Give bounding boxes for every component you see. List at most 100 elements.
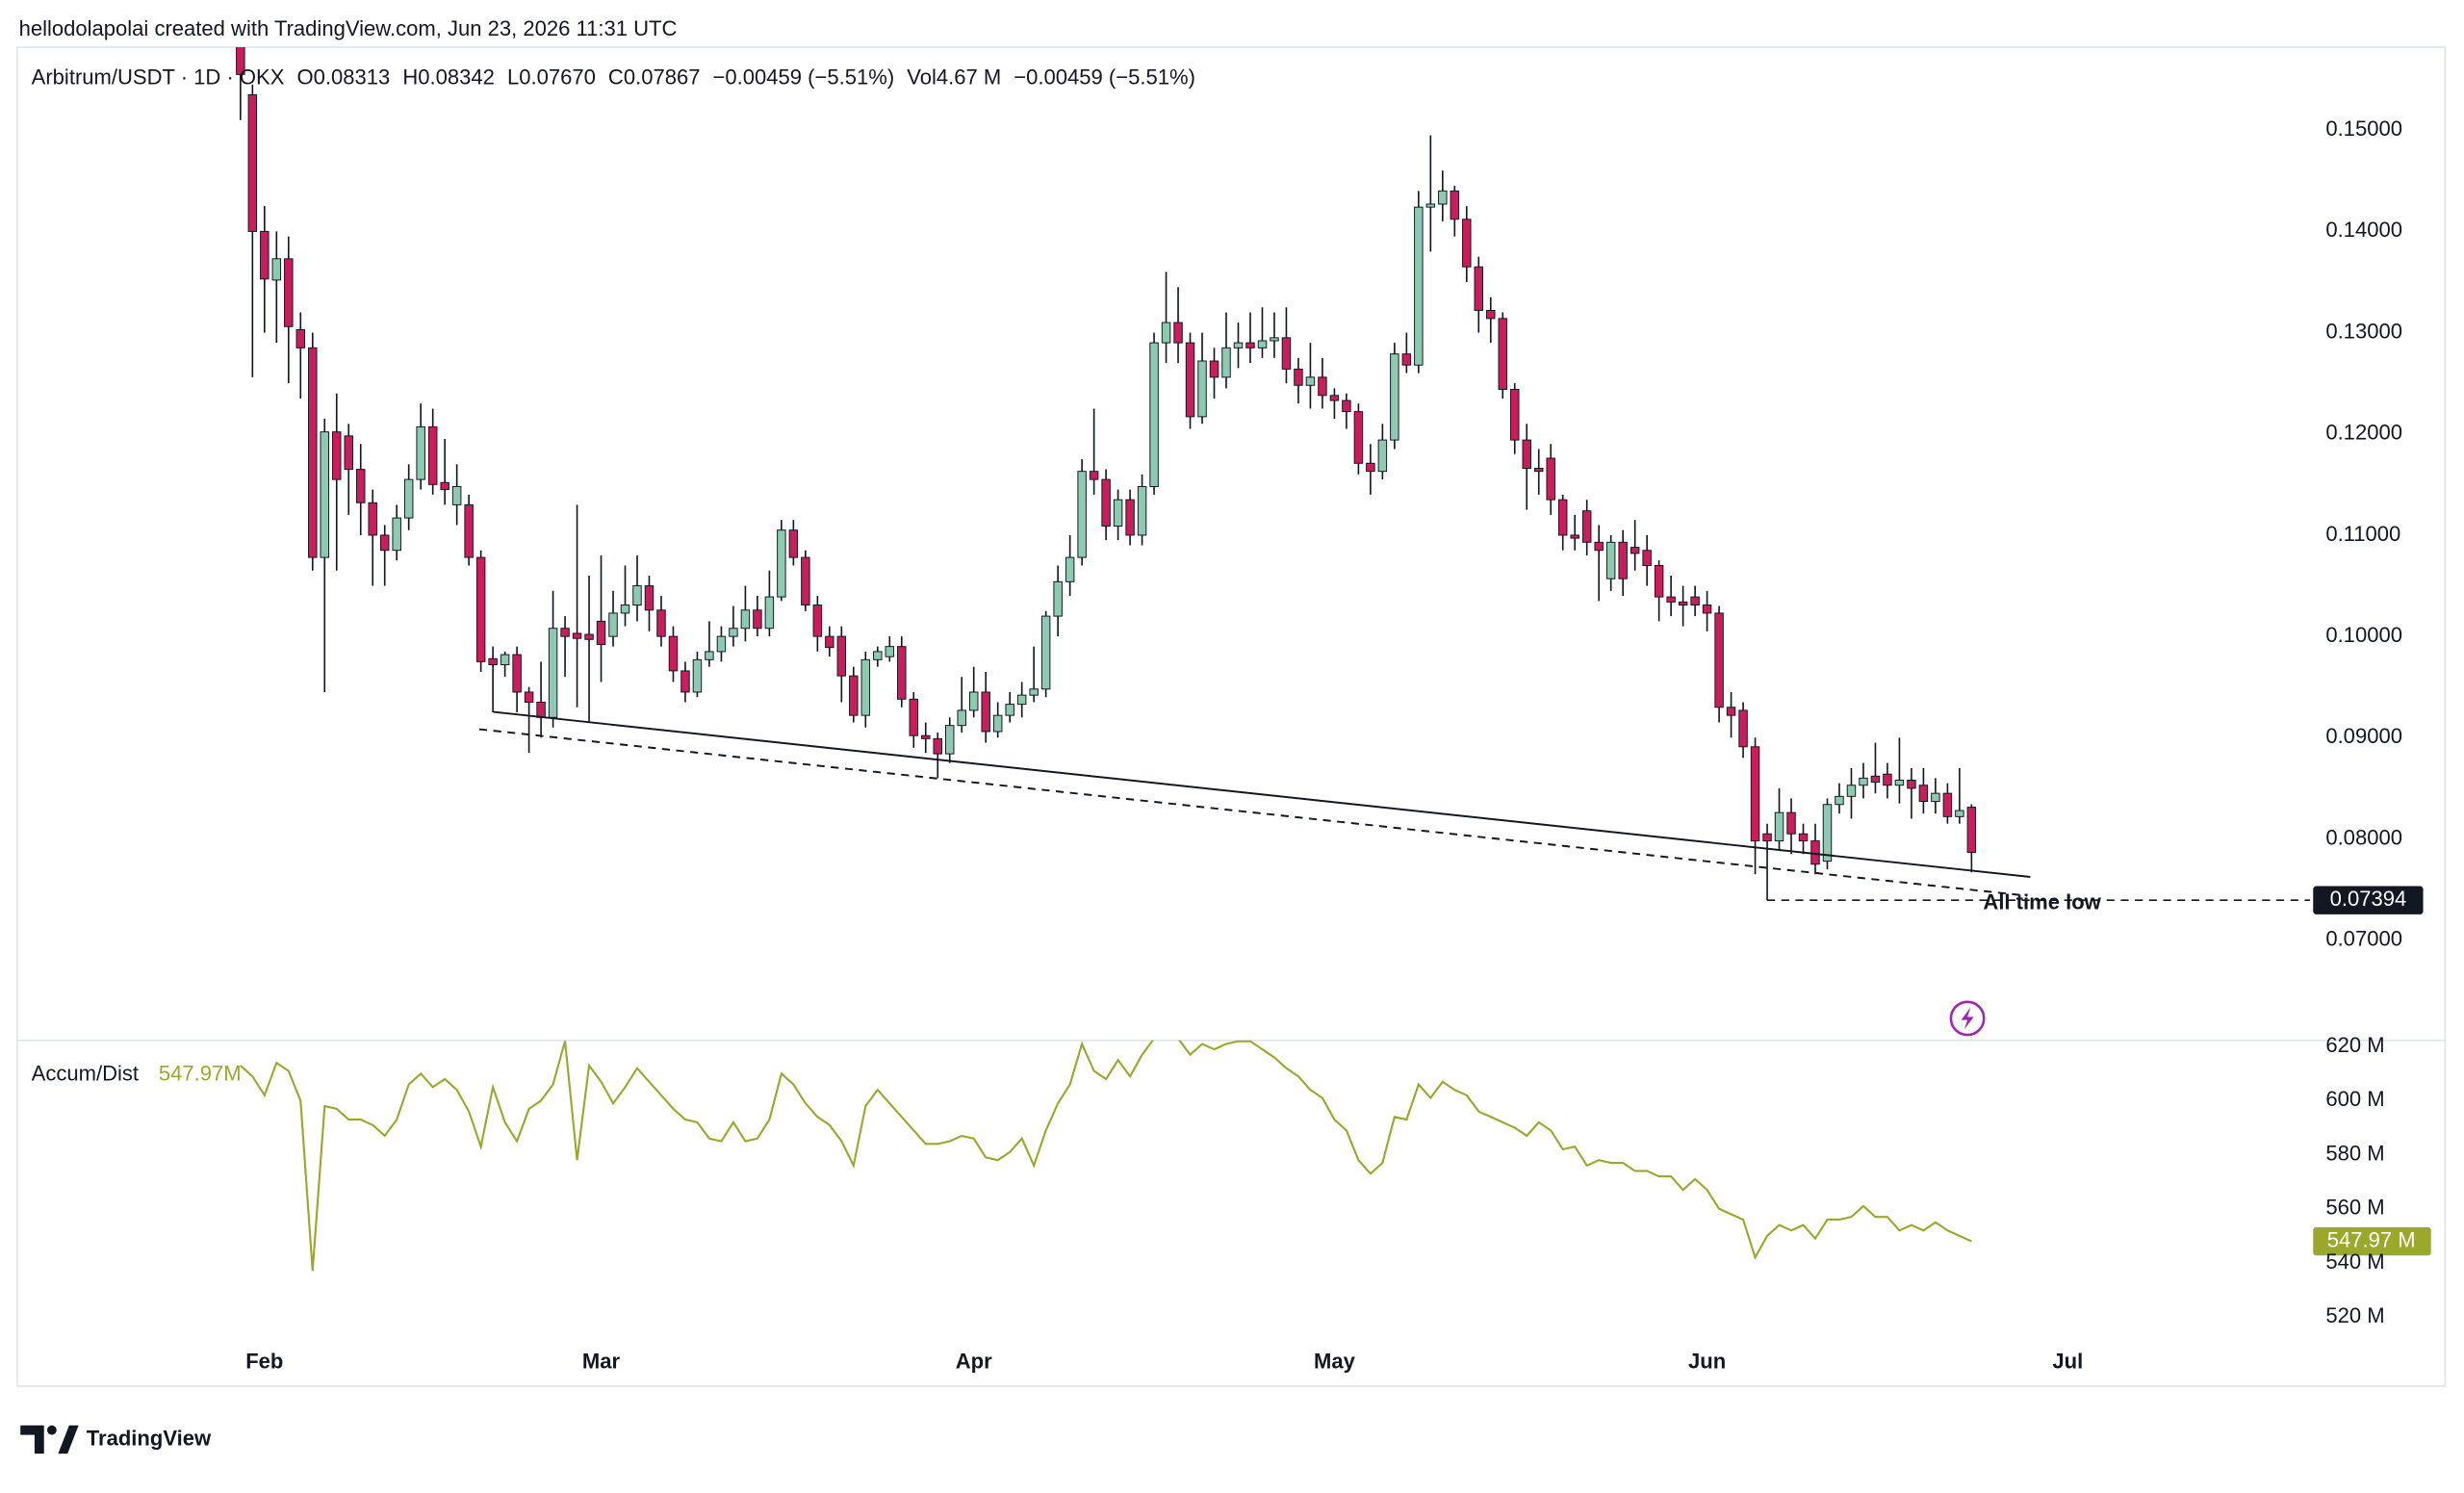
candle-body: [1894, 779, 1905, 786]
candle-body: [1462, 219, 1472, 268]
candle-body: [1377, 439, 1388, 473]
candle-body: [1353, 411, 1364, 464]
candle-body: [1209, 360, 1219, 378]
candle-body: [295, 328, 306, 348]
candle-body: [308, 347, 318, 558]
candle-body: [1161, 322, 1171, 344]
legend-item: C0.07867: [608, 64, 701, 89]
candle-body: [764, 596, 775, 630]
y-tick-label: 0.08000: [2325, 825, 2402, 849]
candle-body: [344, 435, 353, 471]
candle-body: [1702, 605, 1712, 614]
overlay: All time low 0.07394 547.97 M: [1767, 886, 2431, 1256]
candle-body: [668, 635, 679, 672]
y-tick-label: 0.10000: [2325, 623, 2402, 647]
y2-last-badge: [2313, 1226, 2431, 1256]
candle-body: [1221, 347, 1231, 378]
symbol-legend: Arbitrum/USDT · 1D · OKX O0.08313 H0.08342…: [32, 64, 1195, 89]
y2-tick-label: 620 M: [2325, 1033, 2384, 1057]
candle-body: [488, 657, 498, 666]
indicator-pane: [240, 1040, 1972, 1272]
atl-badge-label: 0.07394: [2330, 887, 2407, 911]
candle-body: [1594, 541, 1604, 552]
x-tick-label: Feb: [245, 1349, 283, 1373]
candle-body: [368, 502, 377, 536]
candle-body: [1955, 810, 1964, 817]
candle-body: [656, 609, 666, 637]
candle-body: [1294, 368, 1303, 386]
candle-body: [475, 556, 486, 662]
candle-body: [836, 635, 847, 677]
candle-body: [1605, 541, 1616, 579]
candle-body: [921, 734, 931, 739]
candle-body: [933, 737, 942, 755]
candle-body: [1474, 266, 1484, 311]
candle-body: [260, 230, 270, 280]
candle-body: [1738, 709, 1748, 748]
indicator-name: Accum/Dist: [32, 1062, 139, 1086]
candle-body: [1329, 395, 1340, 401]
indicator-line: [240, 1040, 1972, 1272]
candle-body: [1342, 399, 1351, 413]
candle-body: [427, 425, 438, 485]
candle-body: [981, 691, 990, 733]
candle-body: [1318, 376, 1327, 397]
candle-body: [1654, 565, 1664, 598]
candle-body: [897, 646, 907, 700]
candle-body: [1546, 457, 1555, 501]
indicator-value: 547.97M: [159, 1062, 242, 1086]
candle-body: [596, 620, 606, 646]
y-tick-label: 0.07000: [2325, 927, 2402, 951]
y-tick-label: 0.15000: [2325, 116, 2402, 141]
candle-body: [945, 725, 955, 755]
x-tick-label: May: [1314, 1349, 1356, 1373]
candle-body: [1822, 804, 1833, 862]
candle-body: [1401, 353, 1412, 366]
x-tick-label: Jun: [1688, 1349, 1726, 1373]
candle-body: [1678, 601, 1688, 606]
candle-body: [885, 646, 895, 657]
candle-body: [379, 534, 390, 552]
logo: [20, 1425, 79, 1454]
candle-body: [464, 503, 474, 558]
candle-body: [1305, 376, 1316, 386]
y2-last-label: 547.97 M: [2327, 1227, 2416, 1251]
candle-body: [1089, 471, 1099, 480]
candle-body: [788, 529, 799, 558]
candle-body: [1557, 499, 1568, 536]
candle-body: [1065, 556, 1075, 582]
candle-body: [1270, 337, 1279, 342]
candle-body: [740, 609, 751, 630]
candle-body: [968, 691, 979, 711]
legend-item: Vol4.67 M: [907, 64, 1001, 89]
candle-body: [548, 628, 558, 718]
candle-body: [1581, 510, 1592, 543]
logo-text: TradingView: [87, 1426, 212, 1450]
x-tick-label: Jul: [2052, 1349, 2083, 1373]
candle-body: [284, 258, 294, 327]
candle-body: [1810, 840, 1820, 865]
candle-body: [1690, 596, 1700, 606]
candle-body: [1101, 478, 1111, 527]
candle-body: [1534, 468, 1544, 473]
candle-body: [1714, 612, 1724, 708]
candle-body: [1570, 534, 1579, 539]
candle-body: [1233, 342, 1244, 348]
candle-body: [849, 675, 859, 716]
candle-body: [247, 93, 258, 232]
candle-body: [1125, 499, 1135, 536]
candle-body: [1774, 811, 1784, 842]
legend-item: O0.08313: [297, 64, 391, 89]
candle-body: [332, 431, 342, 480]
candle-body: [801, 556, 810, 606]
candle-body: [1798, 833, 1809, 842]
y-tick-label: 0.13000: [2325, 319, 2402, 343]
lightning-icon: [1949, 1000, 1986, 1037]
candle-body: [644, 585, 654, 611]
candle-body: [356, 469, 366, 503]
candle-body: [692, 658, 703, 693]
y-tick-label: 0.11000: [2325, 522, 2400, 546]
candle-body: [572, 632, 582, 639]
candle-body: [1149, 342, 1159, 487]
